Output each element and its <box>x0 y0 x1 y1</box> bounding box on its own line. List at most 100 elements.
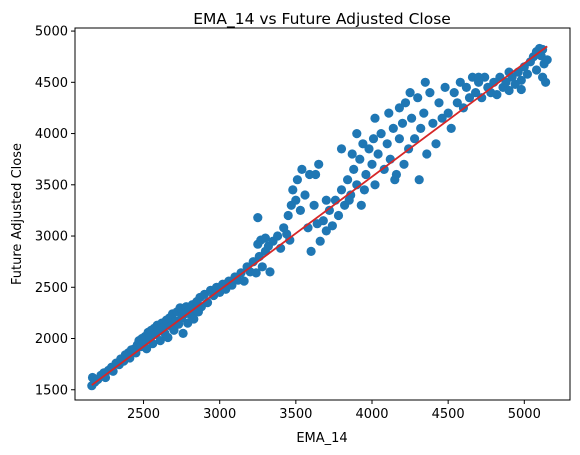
scatter-point <box>253 213 263 223</box>
scatter-point <box>449 88 459 98</box>
scatter-point <box>373 149 383 159</box>
scatter-point <box>410 134 420 144</box>
y-tick-label: 1500 <box>35 383 68 398</box>
scatter-point <box>343 175 353 185</box>
scatter-point <box>321 226 331 236</box>
scatter-point <box>336 144 347 154</box>
scatter-point <box>504 85 514 96</box>
scatter-point <box>384 108 394 118</box>
scatter-point <box>273 231 283 241</box>
scatter-point <box>260 233 270 243</box>
scatter-point <box>327 221 337 231</box>
scatter-point <box>405 88 415 98</box>
scatter-point <box>399 159 409 169</box>
scatter-point <box>455 77 465 87</box>
scatter-point <box>283 210 293 221</box>
scatter-point <box>333 210 344 221</box>
scatter-point <box>437 113 447 123</box>
x-tick-label: 5000 <box>508 407 541 422</box>
scatter-point <box>376 129 386 139</box>
scatter-point <box>368 134 379 144</box>
scatter-point <box>358 139 368 149</box>
scatter-point <box>394 134 404 144</box>
scatter-point <box>461 82 471 92</box>
scatter-point <box>414 175 424 185</box>
scatter-point <box>413 93 423 103</box>
x-tick-label: 3000 <box>203 407 236 422</box>
y-tick-label: 4500 <box>35 76 68 91</box>
scatter-point <box>100 372 111 383</box>
scatter-point <box>178 328 188 338</box>
scatter-point <box>355 154 365 164</box>
scatter-point <box>428 118 438 128</box>
chart-title: EMA_14 vs Future Adjusted Close <box>193 10 451 29</box>
scatter-point <box>542 55 552 65</box>
y-tick-label: 4000 <box>35 127 68 142</box>
x-axis-label: EMA_14 <box>296 431 347 446</box>
scatter-point <box>297 164 307 174</box>
scatter-point <box>477 93 487 103</box>
scatter-point <box>397 118 408 128</box>
scatter-point <box>189 314 199 324</box>
scatter-point <box>464 93 475 103</box>
scatter-point <box>434 98 444 108</box>
scatter-point <box>407 113 417 123</box>
scatter-point <box>471 88 481 98</box>
scatter-point <box>425 88 435 98</box>
scatter-point <box>349 164 359 174</box>
scatter-point <box>388 123 398 133</box>
scatter-point <box>108 366 118 376</box>
scatter-point <box>501 77 511 87</box>
scatter-point <box>452 98 462 108</box>
scatter-point <box>541 77 551 87</box>
scatter-point <box>420 77 430 87</box>
scatter-point <box>314 159 324 169</box>
scatter-point <box>285 235 295 245</box>
scatter-point <box>311 169 321 180</box>
scatter-point <box>359 185 369 195</box>
scatter-point <box>522 69 533 79</box>
scatter-point <box>531 65 542 75</box>
x-axis-ticks: 2500 3000 3500 4000 4500 5000 <box>127 400 541 422</box>
scatter-point <box>516 75 526 85</box>
scatter-point <box>163 332 173 343</box>
scatter-point <box>416 123 426 133</box>
scatter-point <box>315 236 325 246</box>
plot-frame <box>74 27 571 401</box>
scatter-point <box>300 190 310 200</box>
y-tick-label: 2500 <box>35 281 68 296</box>
scatter-point <box>292 175 302 185</box>
scatter-point <box>318 216 328 226</box>
scatter-point <box>400 98 411 108</box>
scatter-point <box>347 149 357 159</box>
scatter-point <box>394 103 404 113</box>
y-axis-label: Future Adjusted Close <box>10 143 25 285</box>
scatter-point <box>446 123 456 133</box>
x-tick-label: 4500 <box>432 407 465 422</box>
scatter-point <box>516 84 526 95</box>
scatter-point <box>324 205 334 215</box>
scatter-point <box>265 267 275 277</box>
scatter-point <box>492 90 502 100</box>
scatter-point <box>291 195 301 205</box>
scatter-point <box>352 129 362 139</box>
scatter-point <box>382 139 392 149</box>
scatter-point <box>288 185 298 195</box>
scatter-point <box>390 175 400 185</box>
fit-line-layer <box>91 45 548 386</box>
scatter-point <box>155 336 165 346</box>
scatter-point <box>422 149 432 159</box>
scatter-point <box>295 205 305 215</box>
scatter-point <box>336 185 347 195</box>
y-tick-label: 3500 <box>35 178 68 193</box>
y-tick-label: 2000 <box>35 332 68 347</box>
scatter-point <box>379 164 389 174</box>
y-tick-label: 3000 <box>35 230 68 245</box>
scatter-point <box>474 72 484 82</box>
scatter-point <box>361 169 371 180</box>
y-axis-ticks: 1500 2000 2500 3000 3500 4000 4500 5000 <box>35 25 75 398</box>
x-tick-label: 4000 <box>355 407 388 422</box>
scatter-point <box>306 246 316 256</box>
